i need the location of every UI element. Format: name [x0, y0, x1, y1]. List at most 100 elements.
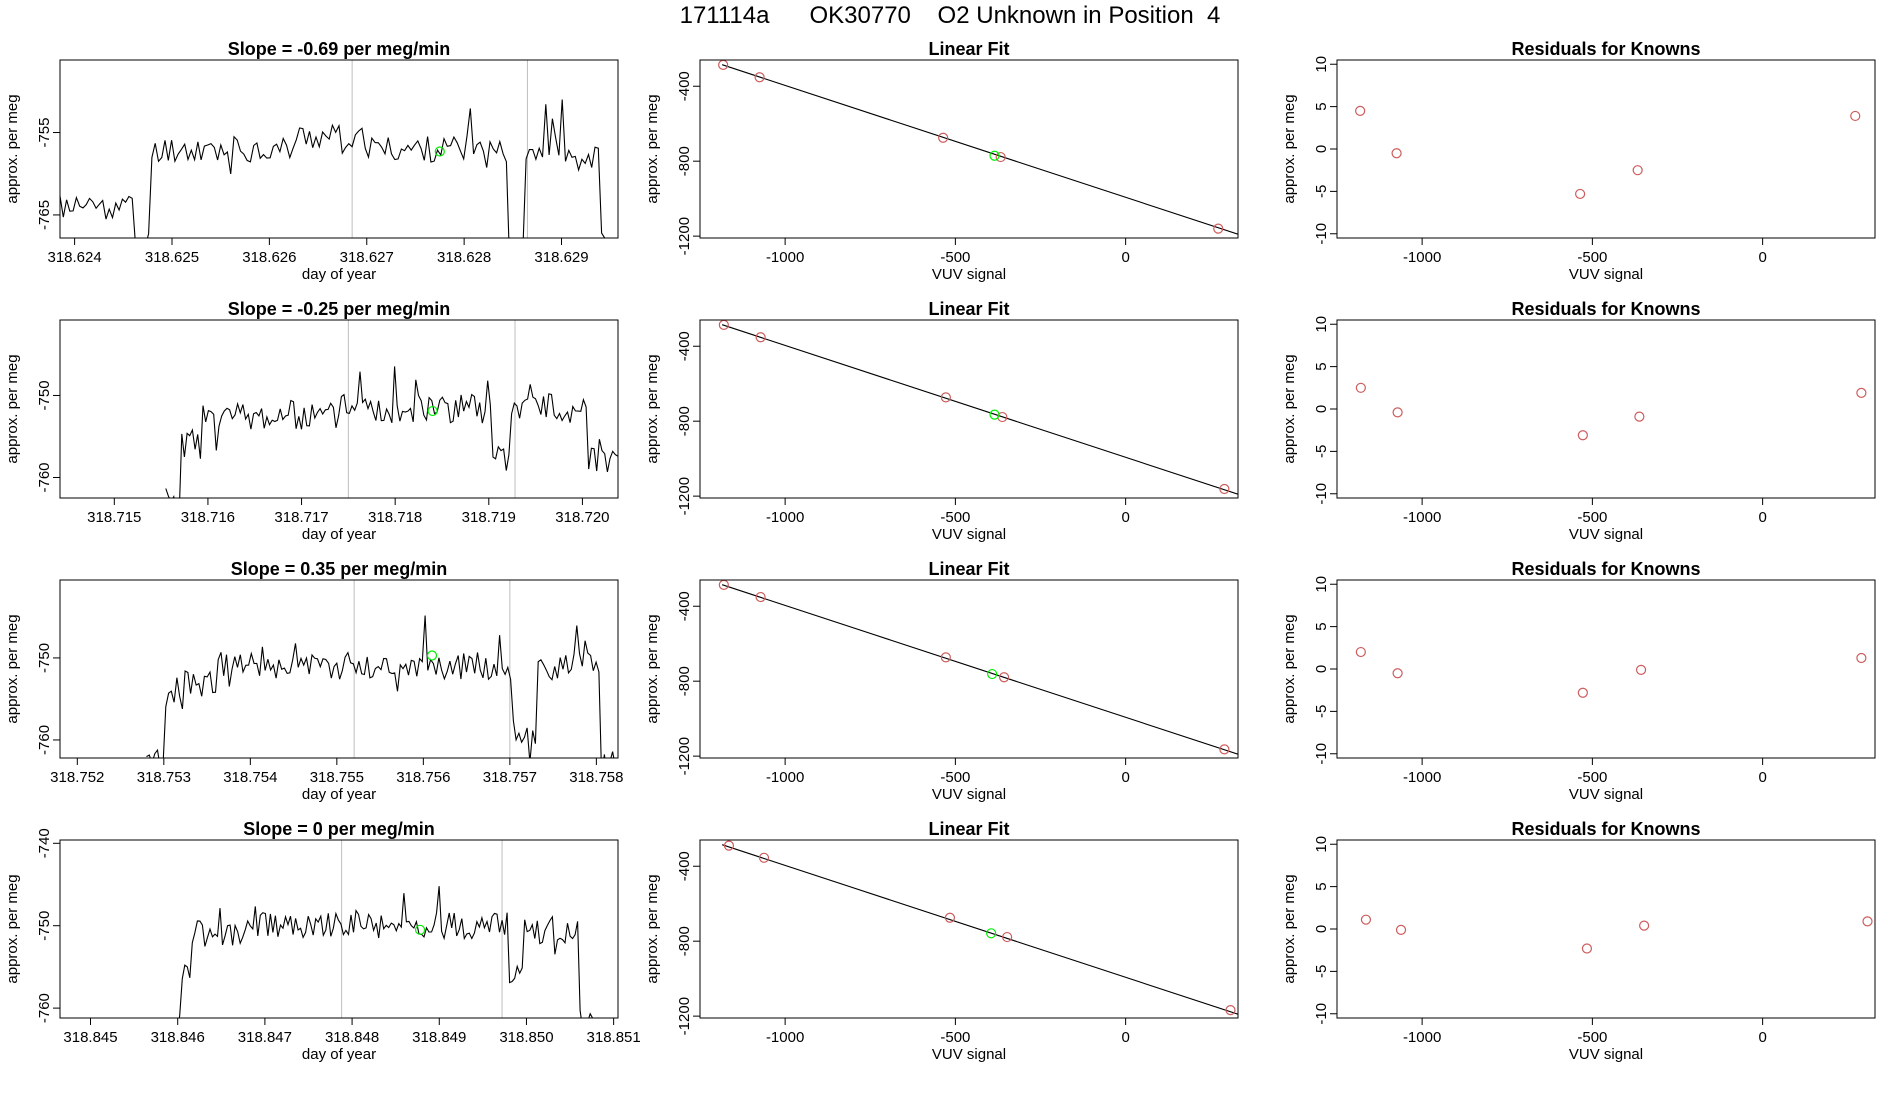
chart-title: Linear Fit: [928, 819, 1009, 839]
x-axis-label: day of year: [302, 1046, 376, 1063]
known-point: [944, 912, 956, 923]
y-tick-label: -760: [36, 462, 53, 492]
y-tick-label: -10: [1313, 483, 1330, 505]
y-tick-label: 0: [1313, 405, 1330, 413]
known-point: [1575, 188, 1586, 200]
known-point: [1639, 920, 1650, 931]
y-tick-label: -800: [676, 146, 693, 176]
chart-title: Linear Fit: [928, 559, 1009, 579]
y-tick-label: -400: [676, 591, 693, 621]
known-point: [1392, 407, 1403, 418]
chart-title: Slope = -0.25 per meg/min: [228, 299, 451, 319]
y-tick-label: -760: [36, 993, 53, 1023]
y-axis: -760 -750: [36, 380, 60, 493]
x-tick-label: 318.846: [151, 1029, 205, 1046]
y-axis-label: approx. per meg: [4, 354, 21, 463]
x-axis-label: VUV signal: [932, 1046, 1006, 1063]
x-tick-label: 318.715: [87, 509, 141, 526]
y-tick-label: 5: [1313, 102, 1330, 110]
known-point: [1355, 646, 1366, 658]
x-tick-label: 318.718: [368, 509, 422, 526]
known-point: [938, 132, 949, 143]
known-point: [1395, 924, 1407, 935]
known-point: [940, 652, 951, 663]
x-tick-label: -500: [940, 1029, 970, 1046]
x-tick-label: -1000: [1403, 769, 1441, 786]
x-axis-label: VUV signal: [1569, 526, 1643, 543]
x-axis: -1000 -500 0: [1403, 238, 1767, 266]
trace-line: [146, 615, 615, 758]
x-axis: -1000 -500 0: [766, 498, 1130, 526]
plot-area: [1355, 382, 1867, 441]
x-tick-label: 318.628: [437, 249, 491, 266]
y-tick-label: 5: [1313, 362, 1330, 370]
plot-area: [165, 320, 618, 498]
y-tick-label: -750: [36, 911, 53, 941]
unknown-point: [986, 928, 997, 939]
chart-title: Residuals for Knowns: [1511, 559, 1700, 579]
x-tick-label: 318.629: [534, 249, 588, 266]
x-tick-label: 318.848: [325, 1029, 379, 1046]
plot-frame: [699, 579, 1239, 759]
known-point: [1355, 105, 1366, 116]
y-tick-label: -1200: [676, 217, 693, 255]
y-tick-label: -1200: [676, 997, 693, 1035]
y-tick-label: 5: [1313, 882, 1330, 890]
known-point: [758, 852, 770, 863]
y-axis: -760 -750: [36, 643, 60, 755]
y-axis-label: approx. per meg: [4, 874, 21, 983]
known-point: [755, 591, 766, 603]
y-tick-label: 10: [1313, 316, 1330, 333]
known-point: [754, 72, 765, 83]
y-tick-label: -800: [676, 926, 693, 956]
plot-area: [1355, 105, 1861, 200]
y-axis: -760 -750 -740: [36, 828, 60, 1023]
known-point: [1392, 668, 1403, 679]
x-tick-label: 318.720: [555, 509, 609, 526]
x-axis: 318.715 318.716 318.717 318.718 318.719 318.7…: [87, 498, 610, 526]
chart-r3-resid: Residuals for Knowns -1000 -500 0 VUV signal…: [1281, 559, 1876, 803]
x-tick-label: 318.756: [396, 769, 450, 786]
plot-area: [718, 320, 1238, 495]
x-tick-label: 318.624: [47, 249, 101, 266]
x-tick-label: 0: [1121, 509, 1129, 526]
chart-title: Residuals for Knowns: [1511, 819, 1700, 839]
x-tick-label: 0: [1121, 769, 1129, 786]
fit-line: [721, 324, 1238, 495]
y-axis-label: approx. per meg: [644, 614, 661, 723]
plot-area: [174, 840, 594, 1018]
x-axis-label: VUV signal: [932, 266, 1006, 283]
x-axis: -1000 -500 0: [766, 238, 1130, 266]
y-tick-label: -10: [1313, 223, 1330, 245]
y-tick-label: 0: [1313, 145, 1330, 153]
page-title: 171114a OK30770 O2 Unknown in Position 4: [679, 2, 1221, 29]
x-tick-label: 318.627: [340, 249, 394, 266]
trace-line: [165, 366, 618, 498]
known-point: [1850, 110, 1861, 122]
known-point: [1635, 664, 1647, 675]
known-point: [1577, 430, 1588, 441]
x-tick-label: -1000: [1403, 509, 1441, 526]
known-point: [1862, 916, 1873, 927]
y-tick-label: -800: [676, 406, 693, 436]
y-tick-label: -400: [676, 851, 693, 881]
y-tick-label: 5: [1313, 622, 1330, 630]
x-axis-label: day of year: [302, 786, 376, 803]
known-point: [1213, 223, 1224, 234]
y-tick-label: 10: [1313, 576, 1330, 593]
x-tick-label: 318.849: [412, 1029, 466, 1046]
known-point: [1360, 914, 1372, 925]
plot-frame: [59, 59, 619, 239]
x-axis: -1000 -500 0: [766, 758, 1130, 786]
y-axis-label: approx. per meg: [1281, 614, 1298, 723]
chart-r2-resid: Residuals for Knowns -1000 -500 0 VUV signal…: [1281, 299, 1876, 543]
plot-frame: [1336, 839, 1876, 1019]
y-tick-label: 10: [1313, 56, 1330, 73]
chart-title: Linear Fit: [928, 39, 1009, 59]
